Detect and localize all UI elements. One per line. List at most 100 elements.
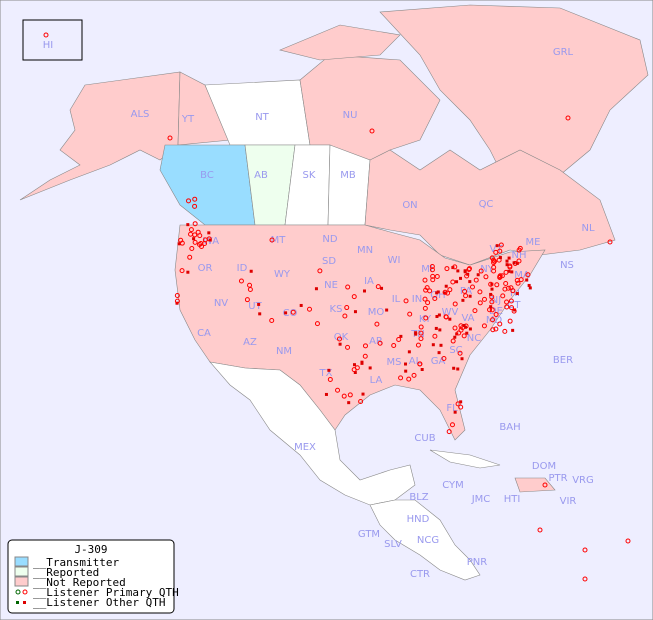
region-label-mi: MI — [421, 264, 433, 275]
listener-other-dot — [505, 263, 509, 267]
region-label-jmc: JMC — [471, 494, 491, 505]
listener-other-dot — [314, 287, 318, 291]
listener-primary-dot — [464, 273, 470, 279]
region-label-al: AL — [409, 356, 422, 367]
region-central-america — [369, 499, 481, 581]
region-label-slv: SLV — [384, 539, 402, 550]
region-label-sd: SD — [322, 256, 336, 267]
hawaii-inset — [22, 19, 83, 61]
listener-primary-dot — [507, 264, 513, 270]
listener-primary-dot — [504, 304, 510, 310]
region-label-hi: HI — [43, 40, 53, 51]
listener-other-dot — [352, 363, 356, 367]
listener-primary-dot — [497, 273, 503, 279]
region-label-il: IL — [392, 294, 401, 305]
listener-other-dot — [463, 269, 467, 273]
listener-other-dot — [489, 305, 493, 309]
region-label-qc: QC — [479, 199, 494, 210]
listener-primary-dot — [432, 295, 438, 301]
listener-other-dot — [207, 231, 211, 235]
listener-primary-dot — [290, 309, 296, 315]
listener-primary-dot — [458, 404, 464, 410]
region-label-ar: AR — [369, 336, 383, 347]
listener-primary-dot — [174, 292, 180, 298]
region-hti-dom — [514, 477, 556, 493]
listener-other-dot — [257, 302, 261, 306]
region-label-ri: RI — [510, 288, 520, 299]
listener-other-dot — [459, 276, 463, 280]
region-label-bah: BAH — [499, 422, 520, 433]
listener-primary-dot — [434, 274, 440, 280]
region-label-wy: WY — [274, 269, 291, 280]
listener-primary-dot — [477, 300, 483, 306]
listener-primary-dot — [186, 198, 192, 204]
listener-primary-dot — [418, 336, 424, 342]
listener-primary-dot — [491, 268, 497, 274]
listener-primary-dot — [345, 344, 351, 350]
region-label-vrg: VRG — [572, 475, 594, 486]
region-label-or: OR — [198, 263, 213, 274]
listener-other-dot — [385, 308, 389, 312]
listener-other-dot — [435, 291, 439, 295]
listener-other-dot — [353, 371, 357, 375]
listener-primary-dot — [504, 299, 510, 305]
listener-other-dot — [327, 368, 331, 372]
listener-other-dot — [434, 326, 438, 330]
listener-primary-dot — [510, 288, 516, 294]
listener-primary-dot — [473, 277, 479, 283]
legend-label-transmitter: __Transmitter — [33, 556, 119, 569]
listener-other-dot — [527, 283, 531, 287]
region-label-cym: CYM — [442, 480, 464, 491]
region-label-id: ID — [237, 263, 248, 274]
listener-primary-dot — [307, 306, 313, 312]
region-label-ms: MS — [387, 357, 402, 368]
region-label-de: DE — [489, 306, 503, 317]
listener-primary-dot — [374, 321, 380, 327]
listener-primary-dot — [189, 245, 195, 251]
listener-other-dot — [435, 314, 439, 318]
listener-primary-dot — [441, 356, 447, 362]
listener-other-dot — [338, 342, 342, 346]
listener-primary-dot — [422, 277, 428, 283]
listener-primary-dot — [493, 312, 499, 318]
listener-primary-dot — [430, 273, 436, 279]
region-label-ptr: PTR — [548, 473, 567, 484]
region-label-hti: HTI — [504, 494, 521, 505]
listener-primary-dot — [391, 342, 397, 348]
legend-label-primary: __Listener Primary QTH — [33, 586, 179, 599]
listener-primary-dot — [336, 336, 342, 342]
listener-other-dot — [459, 400, 463, 404]
listener-primary-dot — [432, 333, 438, 339]
region-label-sk: SK — [303, 170, 316, 181]
listener-other-dot — [525, 278, 529, 282]
listener-primary-dot — [483, 274, 489, 280]
listener-primary-dot — [362, 343, 368, 349]
legend-title: J-309 — [74, 543, 107, 556]
listener-primary-dot — [489, 299, 495, 305]
listener-primary-dot — [452, 264, 458, 270]
region-label-nm: NM — [276, 346, 292, 357]
listener-other-dot — [431, 343, 435, 347]
listener-primary-dot — [417, 361, 423, 367]
listener-primary-dot — [341, 393, 347, 399]
legend-box — [7, 539, 175, 614]
region-label-in: IN — [412, 294, 422, 305]
listener-primary-dot — [509, 305, 515, 311]
listener-primary-dot — [478, 268, 484, 274]
legend: J-309 __Transmitter __Reported __Not Rep… — [7, 539, 179, 614]
listener-primary-dot — [500, 293, 506, 299]
listener-other-dot — [476, 273, 480, 277]
listener-primary-dot — [354, 365, 360, 371]
listener-primary-dot — [192, 196, 198, 202]
listener-primary-dot — [425, 300, 431, 306]
listener-primary-dot — [607, 239, 613, 245]
listener-primary-dot — [345, 284, 351, 290]
listener-other-dot — [186, 270, 190, 274]
listener-primary-dot — [481, 323, 487, 329]
listener-other-dot — [368, 366, 372, 370]
region-label-ks: KS — [330, 304, 343, 315]
listener-other-dot — [353, 310, 357, 314]
listener-other-dot — [437, 313, 441, 317]
listener-primary-dot — [247, 287, 253, 293]
region-label-grl: GRL — [553, 47, 574, 58]
